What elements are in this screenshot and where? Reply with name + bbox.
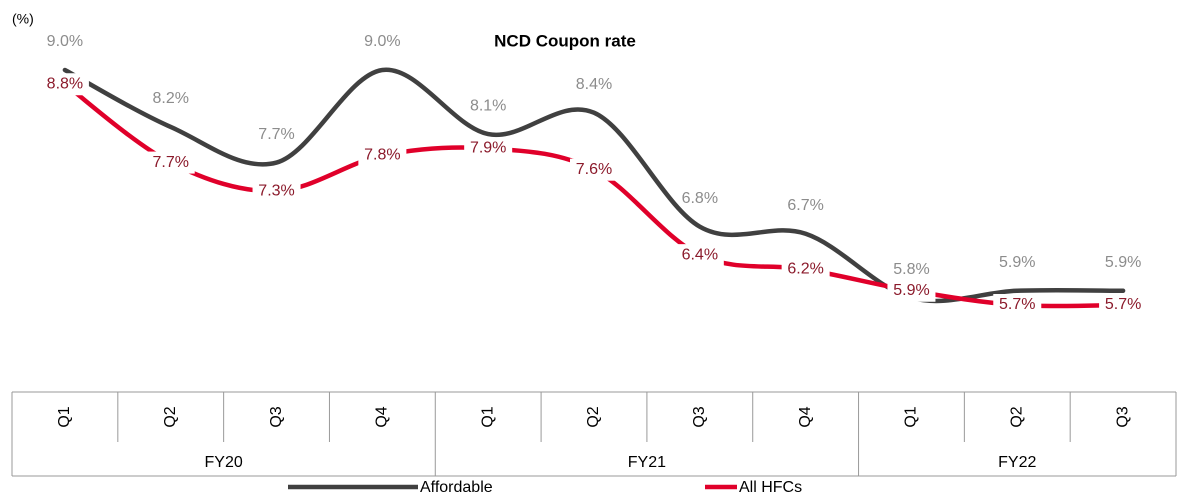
x-tick-label: Q3 <box>1114 406 1131 427</box>
x-tick-label: Q2 <box>162 406 179 427</box>
label-background <box>464 137 513 160</box>
data-label: 8.2% <box>152 90 188 107</box>
data-label: 5.9% <box>1105 254 1141 271</box>
x-tick-label: Q2 <box>585 406 602 427</box>
label-background <box>146 151 195 174</box>
group-label: FY22 <box>998 454 1036 471</box>
data-label: 8.4% <box>576 76 612 93</box>
label-background <box>1099 294 1148 316</box>
data-label: 6.4% <box>682 246 718 263</box>
data-label: 6.7% <box>787 197 823 214</box>
data-label: 7.7% <box>258 126 294 143</box>
x-tick-label: Q1 <box>903 406 920 427</box>
label-background <box>993 294 1042 316</box>
data-label: 7.8% <box>364 147 400 164</box>
x-tick-label: Q4 <box>797 406 814 427</box>
data-label: 5.8% <box>893 261 929 278</box>
data-label: 6.2% <box>787 261 823 278</box>
legend-label: All HFCs <box>739 479 802 496</box>
data-label: 7.7% <box>152 154 188 171</box>
x-tick-label: Q3 <box>268 406 285 427</box>
label-background <box>887 279 936 302</box>
data-label: 5.7% <box>1105 296 1141 313</box>
legend-label: Affordable <box>420 479 493 496</box>
label-background <box>40 73 89 96</box>
chart-title: NCD Coupon rate <box>494 31 636 50</box>
data-label: 6.8% <box>682 190 718 207</box>
x-tick-label: Q4 <box>374 406 391 427</box>
data-label: 9.0% <box>364 33 400 50</box>
x-tick-label: Q2 <box>1008 406 1025 427</box>
x-tick-label: Q1 <box>56 406 73 427</box>
data-label: 8.1% <box>470 97 506 114</box>
label-background <box>252 180 301 203</box>
data-label: 7.3% <box>258 182 294 199</box>
label-background <box>781 258 830 281</box>
data-label: 5.7% <box>999 296 1035 313</box>
label-background <box>358 144 407 167</box>
group-label: FY20 <box>205 454 243 471</box>
data-label: 8.8% <box>47 75 83 92</box>
label-background <box>675 244 724 267</box>
group-label: FY21 <box>628 454 666 471</box>
series-line <box>62 81 1126 309</box>
label-background <box>570 158 618 181</box>
data-label: 5.9% <box>893 282 929 299</box>
data-label: 9.0% <box>47 33 83 50</box>
data-label: 5.9% <box>999 254 1035 271</box>
data-label: 7.9% <box>470 140 506 157</box>
x-tick-label: Q1 <box>479 406 496 427</box>
y-unit-label: (%) <box>12 11 34 27</box>
data-label: 7.6% <box>576 161 612 178</box>
x-tick-label: Q3 <box>691 406 708 427</box>
